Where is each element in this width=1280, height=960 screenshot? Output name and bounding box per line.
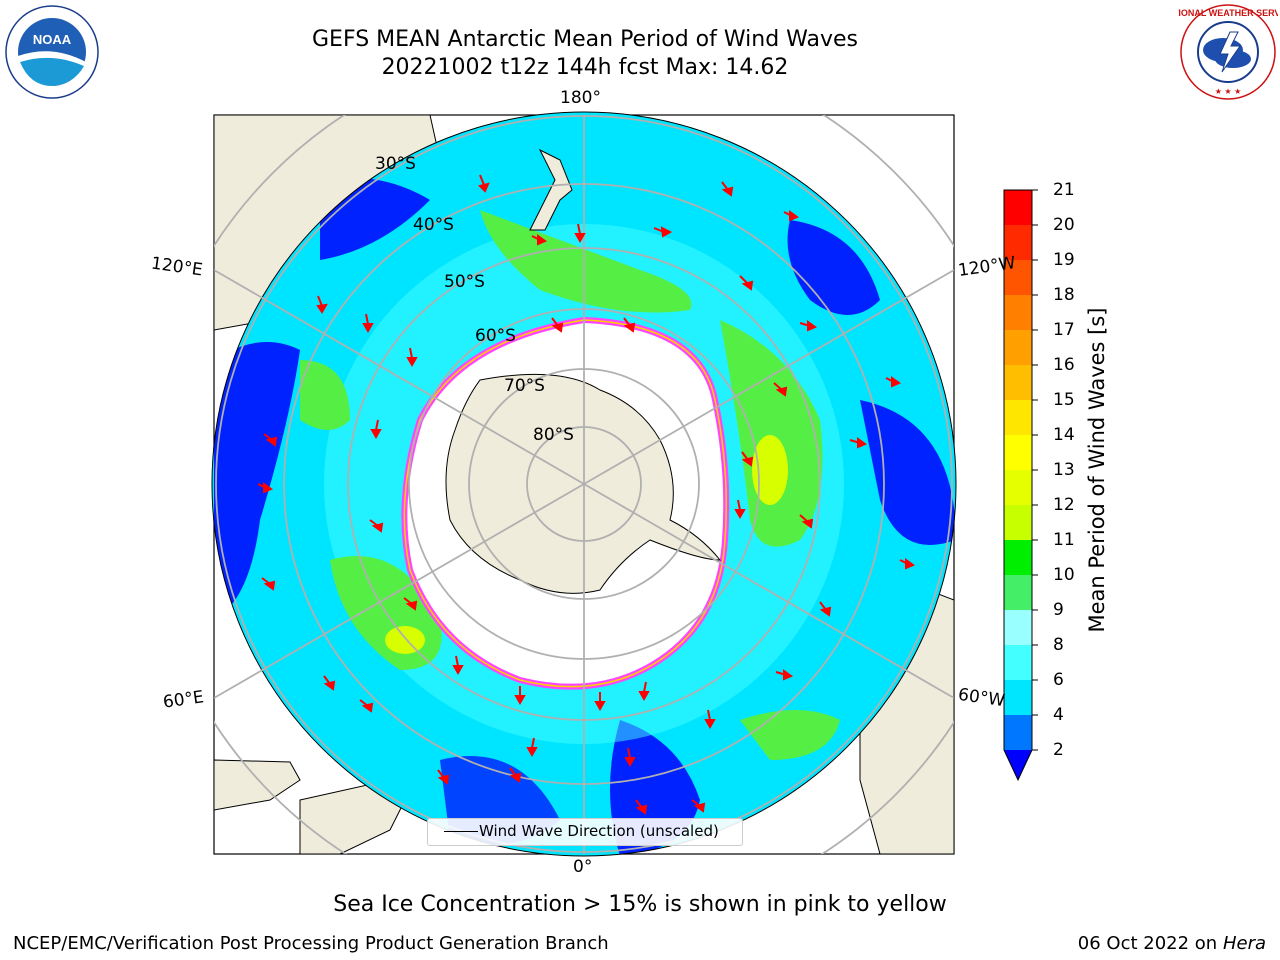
colorbar-tick: 8 [1053, 635, 1064, 655]
lat-label-50s: 50°S [444, 272, 485, 292]
production-date: 06 Oct 2022 on Hera [1078, 933, 1266, 954]
direction-arrow [263, 433, 278, 447]
direction-arrow [370, 419, 382, 440]
direction-arrow [437, 769, 450, 785]
direction-arrow [261, 577, 276, 591]
colorbar-tick: 9 [1053, 600, 1064, 620]
colorbar-tick: 19 [1053, 250, 1075, 270]
direction-arrow [624, 747, 636, 768]
direction-arrow [849, 437, 868, 449]
organization-credit: NCEP/EMC/Verification Post Processing Pr… [13, 933, 609, 954]
lat-label-30s: 30°S [375, 154, 416, 174]
lat-label-60s: 60°S [475, 326, 516, 346]
direction-arrow [359, 699, 374, 713]
direction-arrow [316, 295, 328, 314]
nws-logo: NATIONAL WEATHER SERVICE ★ ★ ★ [1161, 2, 1280, 102]
low-period-zone [860, 400, 956, 545]
direction-arrow [323, 675, 336, 691]
direction-arrow [638, 681, 650, 702]
colorbar-tick: 15 [1053, 390, 1075, 410]
direction-arrow [531, 234, 548, 246]
direction-arrow [406, 347, 418, 368]
colorbar-tick: 21 [1053, 180, 1075, 200]
wind-wave-arrows [257, 174, 916, 815]
colorbar-tick: 10 [1053, 565, 1075, 585]
direction-arrow [551, 317, 564, 333]
direction-arrow [362, 313, 374, 334]
high-period-zone [720, 320, 823, 547]
direction-arrow [775, 669, 794, 681]
direction-arrow [799, 514, 814, 529]
direction-arrow [594, 692, 606, 712]
direction-arrow [773, 382, 788, 397]
low-period-zone [787, 220, 880, 315]
direction-arrow [691, 799, 706, 813]
machine-name: Hera [1222, 933, 1266, 954]
peak-period-zone [385, 626, 425, 654]
colorbar-tick: 16 [1053, 355, 1075, 375]
direction-arrow [509, 767, 522, 783]
colorbar-tick: 20 [1053, 215, 1075, 235]
noaa-logo: NOAA [4, 4, 100, 100]
colorbar-label: Mean Period of Wind Waves [s] [1085, 307, 1109, 633]
colorbar-tick: 4 [1053, 705, 1064, 725]
africa-landmass [214, 759, 301, 811]
direction-arrow [478, 174, 490, 193]
low-period-zone [320, 177, 430, 260]
direction-arrow [574, 223, 586, 244]
lon-label-0: 0° [573, 857, 593, 877]
direction-arrow [734, 499, 746, 520]
colorbar-tick: 18 [1053, 285, 1075, 305]
direction-arrow [257, 482, 274, 494]
direction-arrow [899, 558, 916, 570]
map-boundary [211, 111, 957, 857]
direction-arrow [452, 655, 464, 676]
lat-label-80s: 80°S [533, 425, 574, 445]
high-period-zone [300, 360, 350, 430]
direction-arrow [514, 686, 526, 706]
direction-arrow [739, 275, 754, 291]
lat-label-40s: 40°S [413, 215, 454, 235]
low-period-zone [214, 342, 300, 620]
direction-arrow [885, 376, 902, 388]
lat-label-70s: 70°S [504, 376, 545, 396]
production-date-text: 06 Oct 2022 on [1077, 933, 1223, 954]
colorbar-tick: 11 [1053, 530, 1075, 550]
direction-arrow [369, 519, 384, 533]
colorbar-tick: 13 [1053, 460, 1075, 480]
noaa-logo-text: NOAA [33, 32, 72, 47]
direction-arrow [741, 451, 754, 467]
peak-period-zone [752, 435, 788, 505]
direction-arrow [799, 320, 818, 332]
lon-label-180: 180° [560, 88, 601, 108]
map-title: GEFS MEAN Antarctic Mean Period of Wind … [312, 27, 858, 52]
colorbar-tick: 17 [1053, 320, 1075, 340]
colorbar-tick: 12 [1053, 495, 1075, 515]
new-zealand-landmass [529, 148, 573, 231]
direction-arrow [721, 181, 734, 197]
direction-arrow [526, 737, 538, 758]
graticule [214, 115, 954, 854]
colorbar-tick: 2 [1053, 740, 1064, 760]
colorbar [1003, 189, 1038, 782]
colorbar-tick: 14 [1053, 425, 1075, 445]
sea-ice-note: Sea Ice Concentration > 15% is shown in … [333, 892, 947, 917]
map-legend: Wind Wave Direction (unscaled) [427, 818, 743, 846]
direction-arrow [704, 709, 716, 730]
colorbar-tick: 6 [1053, 670, 1064, 690]
direction-arrow [635, 799, 648, 815]
direction-arrow [403, 597, 418, 611]
legend-line-sample [444, 831, 478, 832]
direction-arrow [623, 317, 636, 333]
direction-arrow [783, 210, 800, 222]
map-subtitle: 20221002 t12z 144h fcst Max: 14.62 [381, 55, 789, 80]
svg-text:★ ★ ★: ★ ★ ★ [1215, 87, 1242, 96]
legend-text: Wind Wave Direction (unscaled) [479, 822, 719, 840]
direction-arrow [653, 226, 673, 238]
nws-logo-text: NATIONAL WEATHER SERVICE [1178, 8, 1278, 18]
direction-arrow [819, 601, 832, 617]
